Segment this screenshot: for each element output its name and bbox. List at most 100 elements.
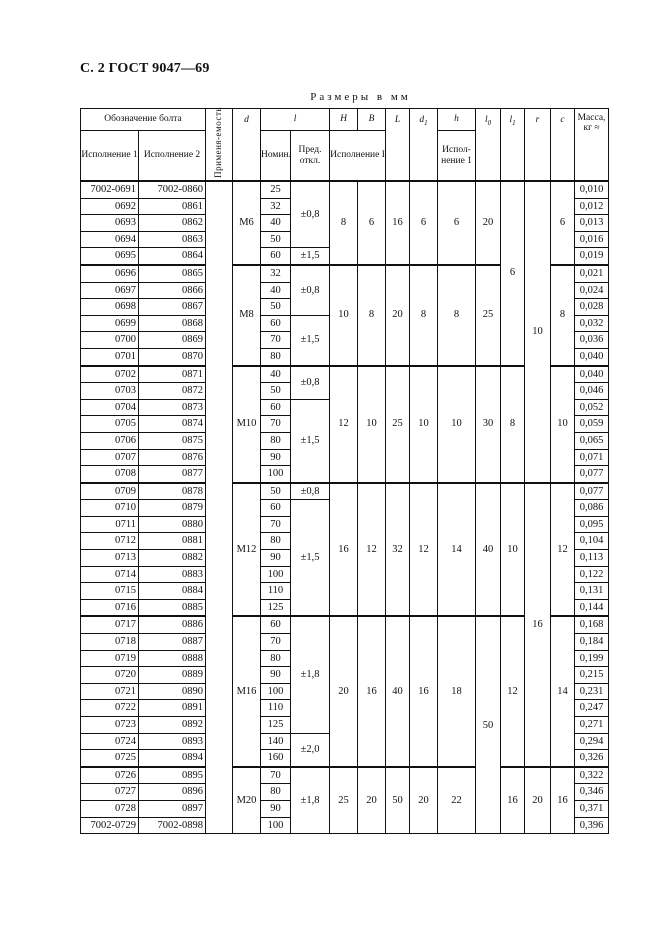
cell-isp1: 0728: [80, 799, 139, 818]
cell-h: 6: [437, 180, 477, 266]
cell-mass: 0,371: [574, 799, 610, 818]
header-c: c: [550, 108, 576, 182]
cell-mass: 0,036: [574, 331, 610, 349]
header-L: L: [385, 108, 411, 182]
cell-l: 16: [385, 180, 411, 266]
cell-isp2: 0882: [138, 549, 206, 567]
header-l-nominal: Номин.: [260, 130, 291, 182]
cell-l-tolerance: ±2,0: [289, 732, 331, 768]
table-row: 0726 0895 M20 70 ±1,8 25 20 50 20 22 16 20 16 0,322: [80, 765, 610, 835]
cell-isp2: 0878: [138, 481, 206, 501]
cell-isp2: 0873: [138, 398, 206, 417]
cell-mass: 0,046: [574, 382, 610, 400]
cell-mass: 0,013: [574, 214, 610, 232]
cell-isp1: 0700: [80, 331, 139, 349]
cell-l1: 16: [500, 765, 526, 835]
cell-mass: 0,010: [574, 180, 610, 199]
cell-c: 14: [550, 615, 576, 768]
cell-isp2: 0885: [138, 598, 206, 617]
cell-isp2: 0889: [138, 666, 206, 684]
cell-l: 25: [385, 364, 411, 484]
cell-l-nominal: 50: [260, 382, 291, 400]
table-row: 0704 0873 60 ±1,5 0,052: [80, 398, 610, 484]
cell-isp2: 0880: [138, 515, 206, 534]
cell-l-nominal: 90: [260, 799, 291, 818]
cell-l-nominal: 80: [260, 649, 291, 668]
table-row: 0725 0894 160 0,326: [80, 749, 610, 768]
cell-h: 22: [437, 765, 477, 835]
table-row: 0703 0872 50 0,046: [80, 382, 610, 400]
cell-isp2: 0874: [138, 415, 206, 433]
header-B: B: [357, 108, 387, 131]
cell-isp2: 0883: [138, 565, 206, 584]
cell-mass: 0,086: [574, 499, 610, 517]
cell-isp2: 0861: [138, 197, 206, 216]
cell-isp2: 0897: [138, 799, 206, 818]
cell-l: 32: [385, 481, 411, 617]
table-row: 0699 0868 60 ±1,5 0,032: [80, 314, 610, 367]
cell-d1: 16: [409, 615, 439, 768]
cell-isp1: 0701: [80, 347, 139, 367]
cell-isp1: 0716: [80, 598, 139, 617]
cell-isp2: 7002-0898: [138, 816, 206, 835]
cell-l-nominal: 50: [260, 298, 291, 316]
cell-isp2: 0887: [138, 633, 206, 651]
cell-h: 8: [329, 180, 359, 266]
cell-c: 12: [550, 481, 576, 617]
cell-d1: 10: [409, 364, 439, 484]
cell-r: 20: [524, 765, 552, 835]
cell-mass: 0,012: [574, 197, 610, 216]
table-row: 0721 0890 100 0,231: [80, 682, 610, 701]
bolt-dimensions-table: Обозначение болта Применя-емость d l H B…: [80, 107, 610, 835]
cell-l-nominal: 100: [260, 465, 291, 484]
cell-isp1: 0708: [80, 465, 139, 484]
cell-l: 50: [385, 765, 411, 835]
header-r: r: [524, 108, 552, 182]
cell-isp1: 0720: [80, 666, 139, 684]
cell-isp2: 0875: [138, 431, 206, 450]
cell-mass: 0,122: [574, 565, 610, 584]
header-isp2: Исполнение 2: [138, 130, 206, 182]
table-row: 0692 0861 32 0,012: [80, 197, 610, 216]
cell-r: 16: [524, 481, 552, 768]
header-l0: l0: [475, 108, 502, 182]
table-body: 7002-0691 7002-0860 M6 25 ±0,8 8 6 16 6 6 20 6 10 6 0,…: [80, 180, 610, 835]
cell-d1: 6: [409, 180, 439, 266]
cell-isp2: 0876: [138, 448, 206, 467]
cell-l-tolerance: ±0,8: [289, 481, 331, 501]
cell-isp1: 0696: [80, 263, 139, 283]
cell-l0: 30: [475, 364, 502, 484]
cell-b: 6: [357, 180, 387, 266]
cell-b: 16: [357, 615, 387, 768]
cell-mass: 0,021: [574, 263, 610, 283]
cell-l-nominal: 32: [260, 197, 291, 216]
cell-isp1: 0724: [80, 732, 139, 751]
cell-isp2: 0871: [138, 364, 206, 384]
cell-d1: 8: [409, 263, 439, 367]
cell-l1: 6: [500, 180, 526, 367]
cell-isp1: 7002-0691: [80, 180, 139, 199]
cell-d: M16: [232, 615, 261, 768]
cell-isp1: 0692: [80, 197, 139, 216]
table-row: 0723 0892 125 0,271: [80, 716, 610, 734]
table-row: 0698 0867 50 0,028: [80, 298, 610, 316]
cell-l-tolerance: ±1,8: [289, 765, 331, 835]
cell-h: 25: [329, 765, 359, 835]
cell-mass: 0,104: [574, 532, 610, 551]
cell-mass: 0,095: [574, 515, 610, 534]
cell-mass: 0,231: [574, 682, 610, 701]
cell-d: M8: [232, 263, 261, 367]
table-row: 0727 0896 80 0,346: [80, 783, 610, 801]
cell-r: 10: [524, 180, 552, 484]
cell-l-nominal: 80: [260, 532, 291, 551]
cell-l-nominal: 50: [260, 230, 291, 249]
cell-isp2: 0895: [138, 765, 206, 785]
cell-isp2: 0886: [138, 615, 206, 635]
cell-isp2: 0868: [138, 314, 206, 333]
header-H: H: [329, 108, 359, 131]
cell-c: 16: [550, 765, 576, 835]
cell-isp2: 0864: [138, 247, 206, 266]
cell-l-nominal: 110: [260, 699, 291, 717]
cell-d: M10: [232, 364, 261, 484]
cell-mass: 0,113: [574, 549, 610, 567]
